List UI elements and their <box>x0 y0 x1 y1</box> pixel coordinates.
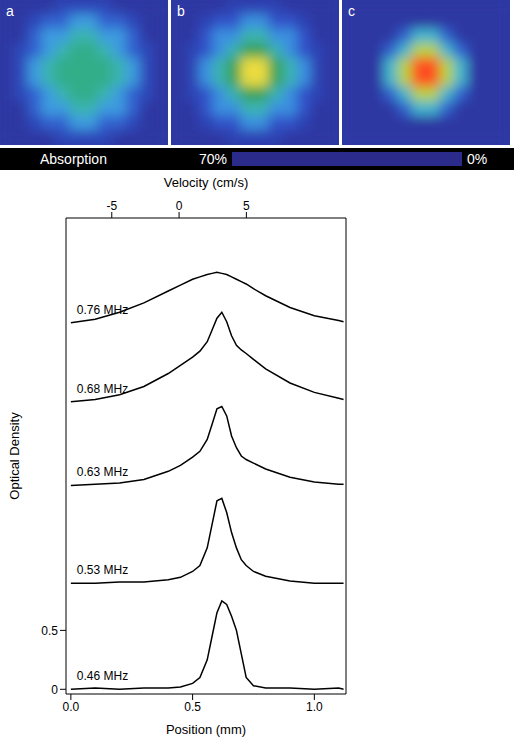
svg-text:Absorption: Absorption <box>40 151 107 167</box>
svg-text:0: 0 <box>176 199 183 213</box>
svg-text:0.53 MHz: 0.53 MHz <box>77 563 128 577</box>
svg-text:0.63 MHz: 0.63 MHz <box>77 465 128 479</box>
svg-text:b: b <box>177 3 185 19</box>
svg-text:70%: 70% <box>199 151 227 167</box>
svg-text:0.5: 0.5 <box>41 624 58 638</box>
svg-text:5: 5 <box>243 199 250 213</box>
svg-text:a: a <box>6 3 14 19</box>
svg-text:Velocity (cm/s): Velocity (cm/s) <box>164 175 249 190</box>
svg-text:0.68 MHz: 0.68 MHz <box>77 382 128 396</box>
svg-text:1.0: 1.0 <box>306 700 323 714</box>
svg-text:0%: 0% <box>467 151 487 167</box>
svg-text:Position (mm): Position (mm) <box>166 722 246 737</box>
svg-text:0.0: 0.0 <box>63 700 80 714</box>
svg-text:-5: -5 <box>106 199 117 213</box>
svg-text:Optical Density: Optical Density <box>7 412 22 500</box>
svg-text:0.46 MHz: 0.46 MHz <box>77 669 128 683</box>
svg-text:0.76 MHz: 0.76 MHz <box>77 303 128 317</box>
svg-text:c: c <box>348 3 355 19</box>
svg-text:0.5: 0.5 <box>184 700 201 714</box>
svg-text:0: 0 <box>51 683 58 697</box>
